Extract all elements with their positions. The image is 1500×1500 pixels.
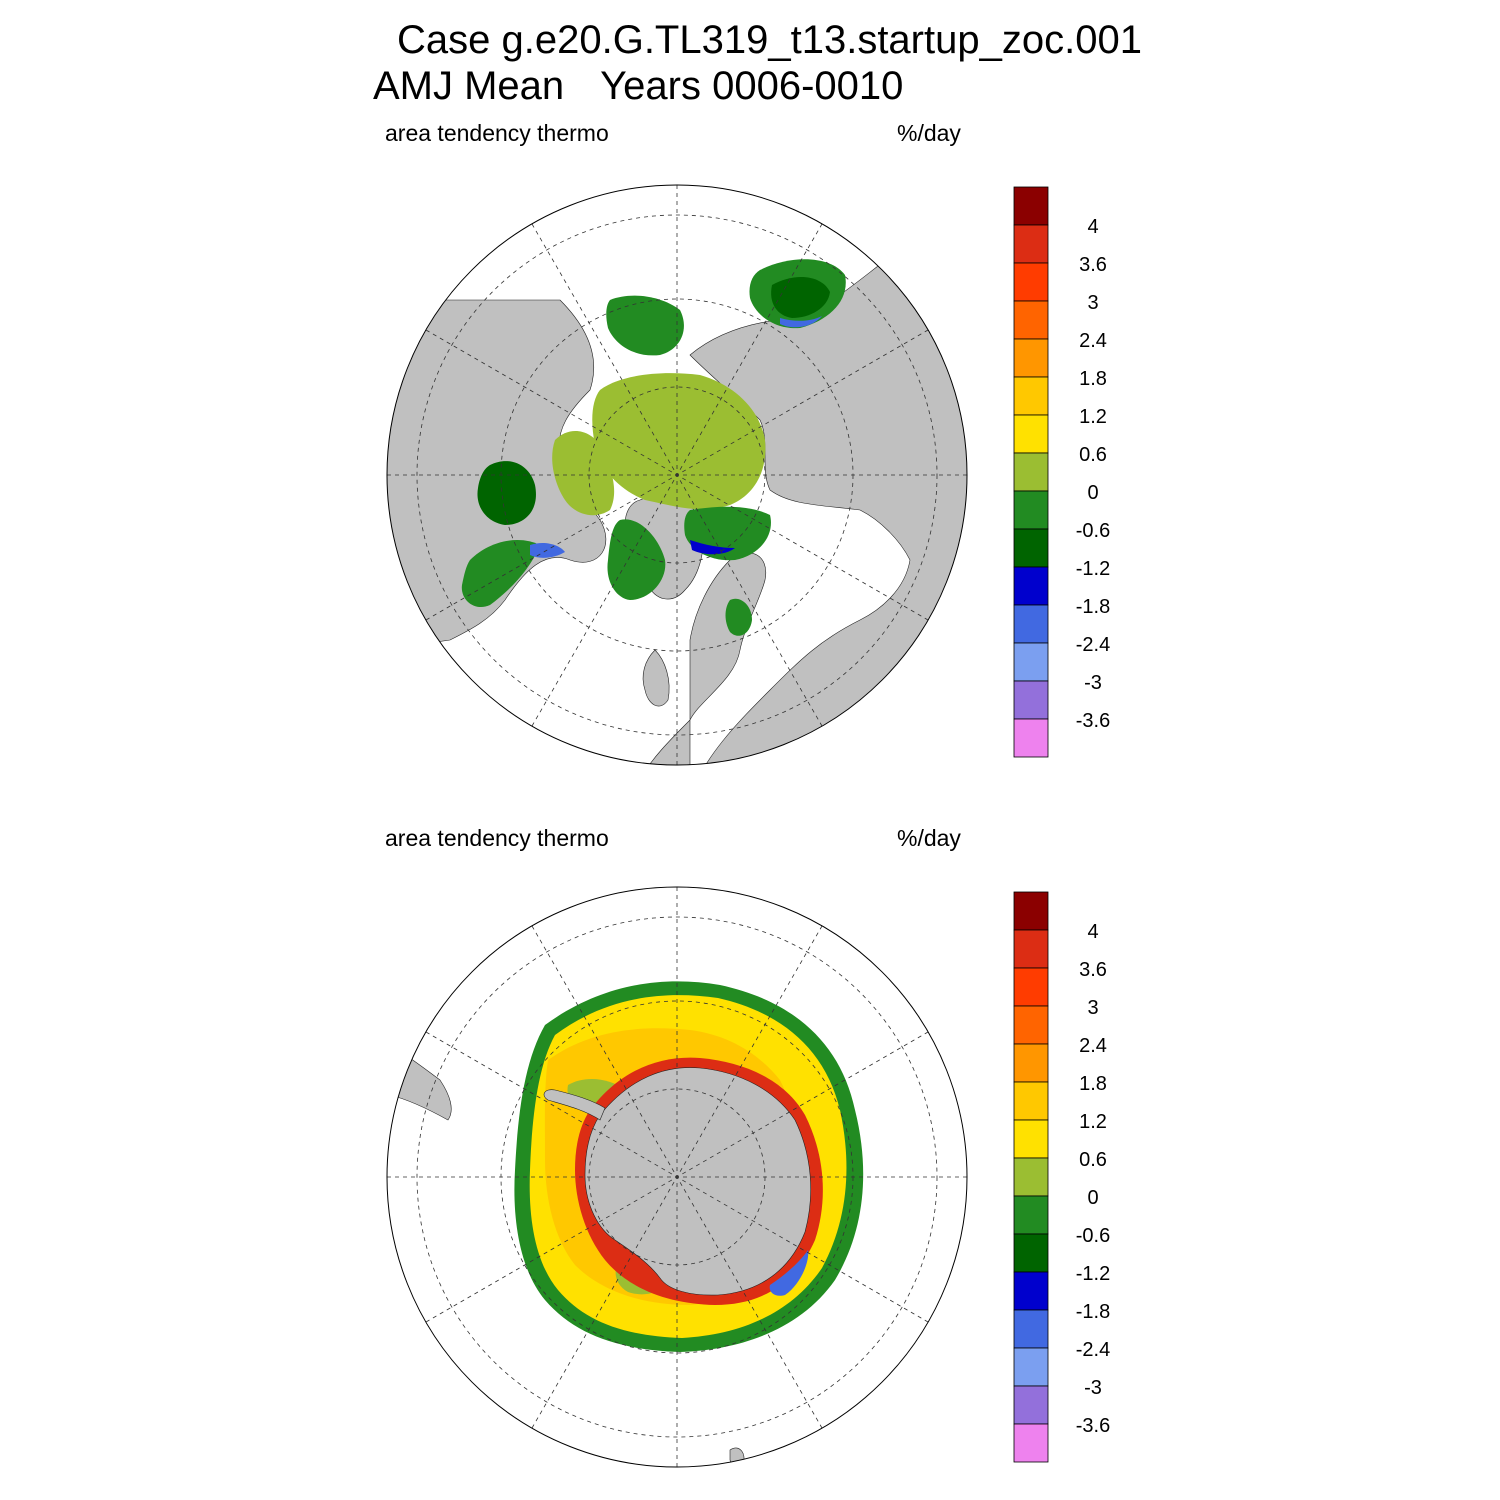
south-map-border <box>386 886 968 1468</box>
south-colorbar-bin <box>1013 1423 1049 1463</box>
north-colorbar-bin <box>1013 414 1049 454</box>
north-colorbar-tick-label: 1.8 <box>1079 368 1107 390</box>
north-ice-baffin <box>607 519 666 600</box>
south-land-new-zealand <box>729 1447 745 1467</box>
north-graticule <box>387 185 967 765</box>
north-map-border <box>386 184 968 766</box>
south-colorbar-bin <box>1013 1233 1049 1273</box>
south-units-label: %/day <box>897 825 961 851</box>
north-ice-chukchi <box>606 295 684 356</box>
south-colorbar-bin <box>1013 1081 1049 1121</box>
south-colorbar-tick-label: 1.8 <box>1079 1073 1107 1095</box>
season-label: AMJ Mean <box>373 64 565 108</box>
north-colorbar-bin <box>1013 490 1049 530</box>
north-polar-map <box>386 184 968 766</box>
north-colorbar-bin <box>1013 338 1049 378</box>
south-colorbar-bin <box>1013 967 1049 1007</box>
north-ice-edge-okhotsk <box>780 316 822 328</box>
south-colorbar-bin <box>1013 1271 1049 1311</box>
north-colorbar-bin <box>1013 680 1049 720</box>
south-colorbar-bin <box>1013 1119 1049 1159</box>
north-colorbar-tick-label: -3 <box>1084 672 1102 694</box>
north-colorbar-bin <box>1013 718 1049 758</box>
years-label: Years 0006-0010 <box>600 64 904 108</box>
figure-title: Case g.e20.G.TL319_t13.startup_zoc.001 <box>397 18 1142 62</box>
south-polar-map <box>386 886 968 1468</box>
north-colorbar-tick-label: 1.2 <box>1079 406 1107 428</box>
north-colorbar-tick-label: -3.6 <box>1076 710 1110 732</box>
north-colorbar-bin <box>1013 300 1049 340</box>
south-colorbar-tick-label: 3.6 <box>1079 959 1107 981</box>
north-colorbar-tick-label: 0.6 <box>1079 444 1107 466</box>
north-colorbar-bin <box>1013 528 1049 568</box>
south-colorbar-tick-label: -0.6 <box>1076 1225 1110 1247</box>
south-colorbar-tick-label: 2.4 <box>1079 1035 1107 1057</box>
south-colorbar-tick-label: -1.2 <box>1076 1263 1110 1285</box>
north-colorbar-tick-label: -1.8 <box>1076 596 1110 618</box>
south-land-peninsula <box>543 1089 606 1121</box>
north-ice-edge-labrador <box>530 542 565 558</box>
north-colorbar-tick-label: -0.6 <box>1076 520 1110 542</box>
south-colorbar-bin <box>1013 1309 1049 1349</box>
north-variable-label: area tendency thermo <box>385 120 609 146</box>
south-variable-label: area tendency thermo <box>385 825 609 851</box>
south-colorbar-bin <box>1013 1005 1049 1045</box>
north-colorbar-tick-label: 4 <box>1087 216 1098 238</box>
south-colorbar-tick-label: 4 <box>1087 921 1098 943</box>
south-colorbar-bin <box>1013 1385 1049 1425</box>
north-colorbar-bin <box>1013 604 1049 644</box>
north-colorbar-bin <box>1013 224 1049 264</box>
north-colorbar-bin <box>1013 566 1049 606</box>
south-graticule <box>387 887 967 1467</box>
north-units-label: %/day <box>897 120 961 146</box>
south-colorbar-tick-label: 1.2 <box>1079 1111 1107 1133</box>
north-colorbar-tick-label: -1.2 <box>1076 558 1110 580</box>
south-colorbar-bin <box>1013 929 1049 969</box>
north-ice-baltic <box>725 598 752 636</box>
north-colorbar-bin <box>1013 452 1049 492</box>
north-colorbar-tick-label: 3.6 <box>1079 254 1107 276</box>
south-colorbar-tick-label: -3.6 <box>1076 1415 1110 1437</box>
north-colorbar-bin <box>1013 186 1049 226</box>
south-colorbar-bin <box>1013 1157 1049 1197</box>
north-colorbar-bin <box>1013 262 1049 302</box>
north-ice-labrador <box>461 540 540 608</box>
figure-subtitle: AMJ Mean Years 0006-0010 <box>373 64 939 109</box>
north-colorbar-bin <box>1013 642 1049 682</box>
south-colorbar-tick-label: -2.4 <box>1076 1339 1110 1361</box>
north-colorbar-tick-label: 3 <box>1087 292 1098 314</box>
north-colorbar-tick-label: -2.4 <box>1076 634 1110 656</box>
south-colorbar: 4 3.6 3 2.4 1.8 1.2 0.6 0 -0.6 -1.2 -1.8 -2.4 -3 -3.6 <box>1013 891 1110 1463</box>
north-colorbar-bin <box>1013 376 1049 416</box>
south-colorbar-tick-label: -1.8 <box>1076 1301 1110 1323</box>
south-colorbar-bin <box>1013 1043 1049 1083</box>
north-colorbar-tick-label: 0 <box>1087 482 1098 504</box>
north-ice-edge-barents <box>690 540 735 555</box>
south-colorbar-tick-label: 3 <box>1087 997 1098 1019</box>
north-colorbar: 4 3.6 3 2.4 1.8 1.2 0.6 0 -0.6 -1.2 -1.8 -2.4 -3 -3.6 <box>1013 186 1110 758</box>
south-ice-east-coast <box>769 1250 809 1296</box>
south-colorbar-bin <box>1013 1347 1049 1387</box>
north-land-britain <box>642 649 670 707</box>
south-colorbar-tick-label: -3 <box>1084 1377 1102 1399</box>
south-colorbar-tick-label: 0.6 <box>1079 1149 1107 1171</box>
north-ice-hudson-bay <box>477 461 536 525</box>
north-colorbar-tick-label: 2.4 <box>1079 330 1107 352</box>
south-colorbar-bin <box>1013 891 1049 931</box>
south-colorbar-tick-label: 0 <box>1087 1187 1098 1209</box>
north-ice-archipelago <box>552 430 615 516</box>
south-colorbar-bin <box>1013 1195 1049 1235</box>
